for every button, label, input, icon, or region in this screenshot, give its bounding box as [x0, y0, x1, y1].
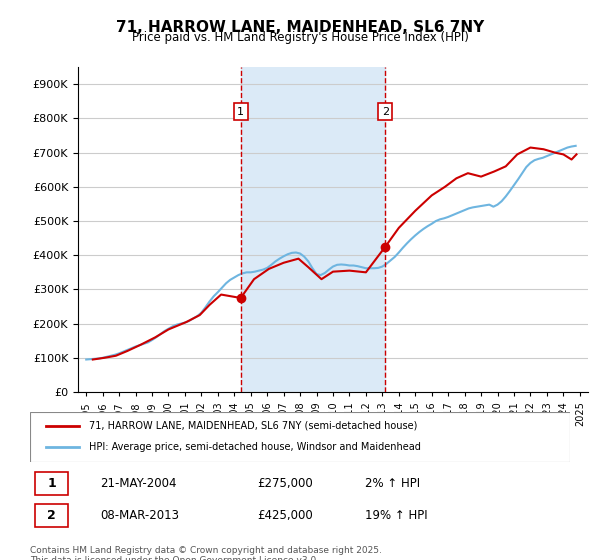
Text: Price paid vs. HM Land Registry's House Price Index (HPI): Price paid vs. HM Land Registry's House …	[131, 31, 469, 44]
Text: Contains HM Land Registry data © Crown copyright and database right 2025.
This d: Contains HM Land Registry data © Crown c…	[30, 546, 382, 560]
FancyBboxPatch shape	[35, 472, 68, 494]
Text: 71, HARROW LANE, MAIDENHEAD, SL6 7NY: 71, HARROW LANE, MAIDENHEAD, SL6 7NY	[116, 20, 484, 35]
Text: 71, HARROW LANE, MAIDENHEAD, SL6 7NY (semi-detached house): 71, HARROW LANE, MAIDENHEAD, SL6 7NY (se…	[89, 421, 418, 431]
Text: 08-MAR-2013: 08-MAR-2013	[100, 509, 179, 522]
Text: 19% ↑ HPI: 19% ↑ HPI	[365, 509, 427, 522]
Text: 21-MAY-2004: 21-MAY-2004	[100, 477, 176, 490]
Bar	[241, 67, 385, 392]
Text: HPI: Average price, semi-detached house, Windsor and Maidenhead: HPI: Average price, semi-detached house,…	[89, 442, 421, 452]
FancyBboxPatch shape	[35, 505, 68, 527]
Text: 1: 1	[47, 477, 56, 490]
Text: 2: 2	[382, 106, 389, 116]
Text: 2% ↑ HPI: 2% ↑ HPI	[365, 477, 420, 490]
Text: £425,000: £425,000	[257, 509, 313, 522]
Text: £275,000: £275,000	[257, 477, 313, 490]
Text: 1: 1	[237, 106, 244, 116]
FancyBboxPatch shape	[30, 412, 570, 462]
Text: 2: 2	[47, 509, 56, 522]
